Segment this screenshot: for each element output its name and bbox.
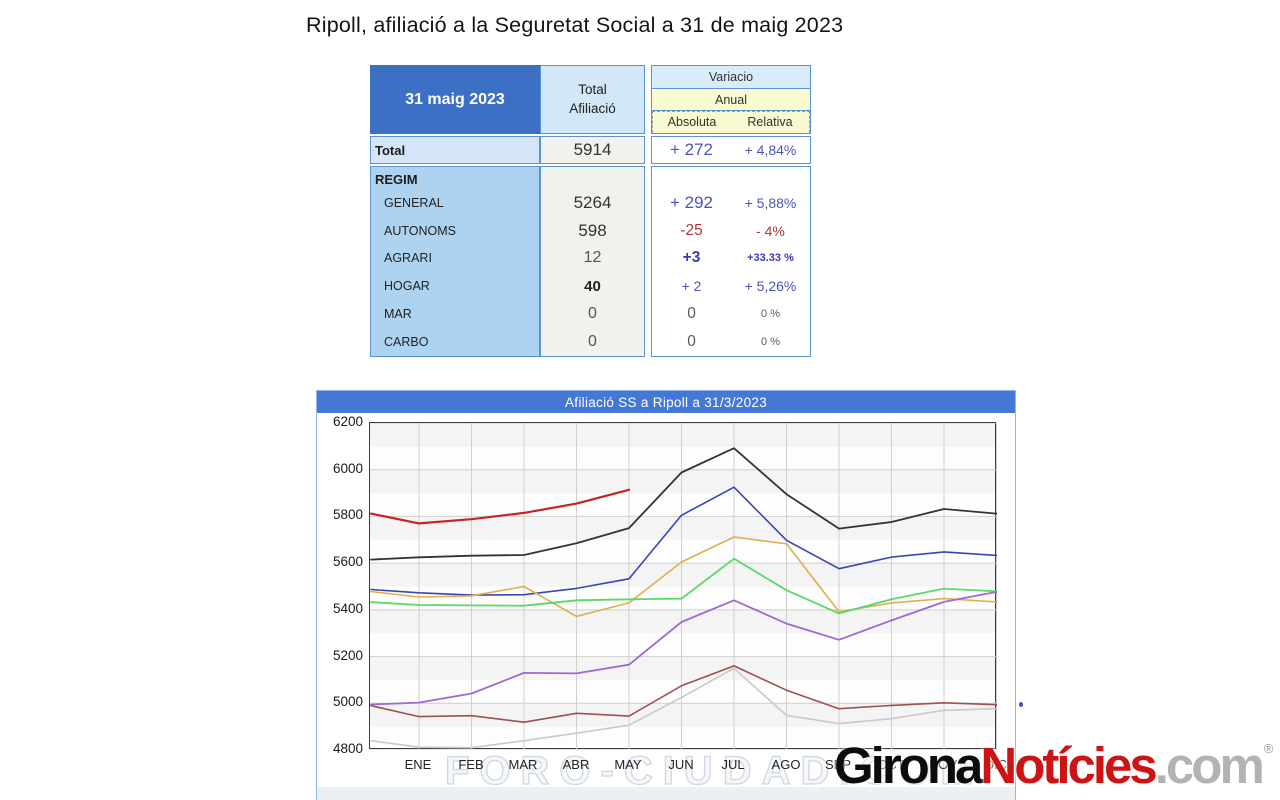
x-tick-label: AGO xyxy=(771,757,801,772)
x-tick-label: JUN xyxy=(668,757,694,772)
abs-carbo: 0 xyxy=(687,332,696,350)
regim-section-label: REGIM xyxy=(375,172,418,187)
x-tick-label: NOV xyxy=(928,757,958,772)
y-tick-label: 4800 xyxy=(332,741,363,756)
abs-autonoms: -25 xyxy=(680,221,703,239)
abs-mar: 0 xyxy=(687,305,696,323)
variation-row-hogar: + 2 + 5,26% xyxy=(652,272,810,300)
row-label-mar: MAR xyxy=(384,307,412,322)
y-tick-label: 5800 xyxy=(332,507,363,522)
total-rel-value: + 4,84% xyxy=(744,142,797,158)
background-watermark: FORO-CIUDAD.COM xyxy=(444,748,984,793)
regim-value-column: 5264 598 12 40 0 0 xyxy=(540,166,645,357)
row-label-carbo: CARBO xyxy=(384,334,429,349)
line-chart-svg xyxy=(370,423,997,750)
affiliation-table: 31 maig 2023 Total Afiliació Variacio An… xyxy=(370,65,811,357)
x-tick-label: ENE xyxy=(404,757,432,772)
row-label-general: GENERAL xyxy=(384,195,444,210)
value-agrari: 12 xyxy=(583,249,602,267)
total-row-label: Total xyxy=(370,136,540,164)
rel-carbo: 0 % xyxy=(761,335,780,348)
chart-footer-strip xyxy=(317,787,1015,800)
x-tick-label: ABR xyxy=(562,757,590,772)
x-tick-label: OCT xyxy=(877,757,905,772)
y-tick-label: 6000 xyxy=(332,461,363,476)
chart-body: FORO-CIUDAD.COM 6200 6000 5800 5600 5400 5200… xyxy=(317,413,1015,800)
x-tick-label: SEP xyxy=(824,757,851,772)
watermark-noticies: Notícies xyxy=(980,737,1157,794)
value-autonoms: 598 xyxy=(578,220,607,240)
total-row-value: 5914 xyxy=(540,136,645,164)
abs-general: + 292 xyxy=(669,192,713,212)
y-tick-label: 6200 xyxy=(332,414,363,429)
watermark-com: .com xyxy=(1154,737,1265,794)
variation-row-mar: 0 0 % xyxy=(652,300,810,328)
value-general: 5264 xyxy=(573,192,612,212)
y-tick-label: 5200 xyxy=(332,648,363,663)
gironanoticies-watermark: GironaNotícies.com ® xyxy=(834,740,1273,791)
rel-agrari: +33.33 % xyxy=(747,252,794,265)
abs-rel-header: Absoluta Relativa xyxy=(651,111,811,134)
annual-label: Anual xyxy=(651,89,811,111)
value-mar: 0 xyxy=(588,305,597,323)
abs-hogar: + 2 xyxy=(681,278,702,295)
rel-hogar: + 5,26% xyxy=(744,278,797,295)
relative-label: Relativa xyxy=(747,115,793,129)
variation-row-carbo: 0 0 % xyxy=(652,328,810,356)
rel-autonoms: - 4% xyxy=(756,222,785,239)
regim-variation-column: + 292 + 5,88% -25 - 4% +3 +33.33 % + 2 +… xyxy=(651,166,811,357)
y-tick-label: 5000 xyxy=(332,694,363,709)
table-header-total-label: Total Afiliació xyxy=(540,65,645,134)
x-tick-label: FEB xyxy=(458,757,484,772)
y-tick-label: 5400 xyxy=(332,601,363,616)
value-carbo: 0 xyxy=(588,332,597,350)
plot-area xyxy=(369,422,997,750)
registered-icon: ® xyxy=(1263,741,1274,756)
watermark-girona: Girona xyxy=(834,737,983,794)
variation-row-agrari: +3 +33.33 % xyxy=(652,245,810,273)
variation-label: Variacio xyxy=(651,65,811,89)
x-tick-label: MAR xyxy=(508,757,538,772)
chart-panel: Afiliació SS a Ripoll a 31/3/2023 FORO-C… xyxy=(316,390,1016,800)
x-tick-label: MAY xyxy=(614,757,642,772)
table-header-date: 31 maig 2023 xyxy=(370,65,540,134)
absolute-label: Absoluta xyxy=(667,115,717,129)
y-tick-label: 5600 xyxy=(332,554,363,569)
variation-row-autonoms: -25 - 4% xyxy=(652,217,810,245)
total-row-variation: + 272 + 4,84% xyxy=(651,136,811,164)
regim-label-column: REGIM GENERAL AUTONOMS AGRARI HOGAR MAR … xyxy=(370,166,540,357)
total-abs-value: + 272 xyxy=(669,140,713,159)
variation-row-general: + 292 + 5,88% xyxy=(652,189,810,217)
x-tick-label: DIC xyxy=(984,757,1008,772)
rel-mar: 0 % xyxy=(761,308,780,321)
value-hogar: 40 xyxy=(584,277,601,295)
stray-dot xyxy=(1019,702,1023,707)
abs-agrari: +3 xyxy=(682,249,701,267)
row-label-autonoms: AUTONOMS xyxy=(384,223,456,238)
page-title: Ripoll, afiliació a la Seguretat Social … xyxy=(306,13,844,37)
row-label-agrari: AGRARI xyxy=(384,251,432,266)
row-label-hogar: HOGAR xyxy=(384,279,430,294)
x-tick-label: JUL xyxy=(721,757,745,772)
rel-general: + 5,88% xyxy=(744,194,797,211)
table-header-variation: Variacio Anual Absoluta Relativa xyxy=(651,65,811,134)
chart-title: Afiliació SS a Ripoll a 31/3/2023 xyxy=(317,391,1015,413)
